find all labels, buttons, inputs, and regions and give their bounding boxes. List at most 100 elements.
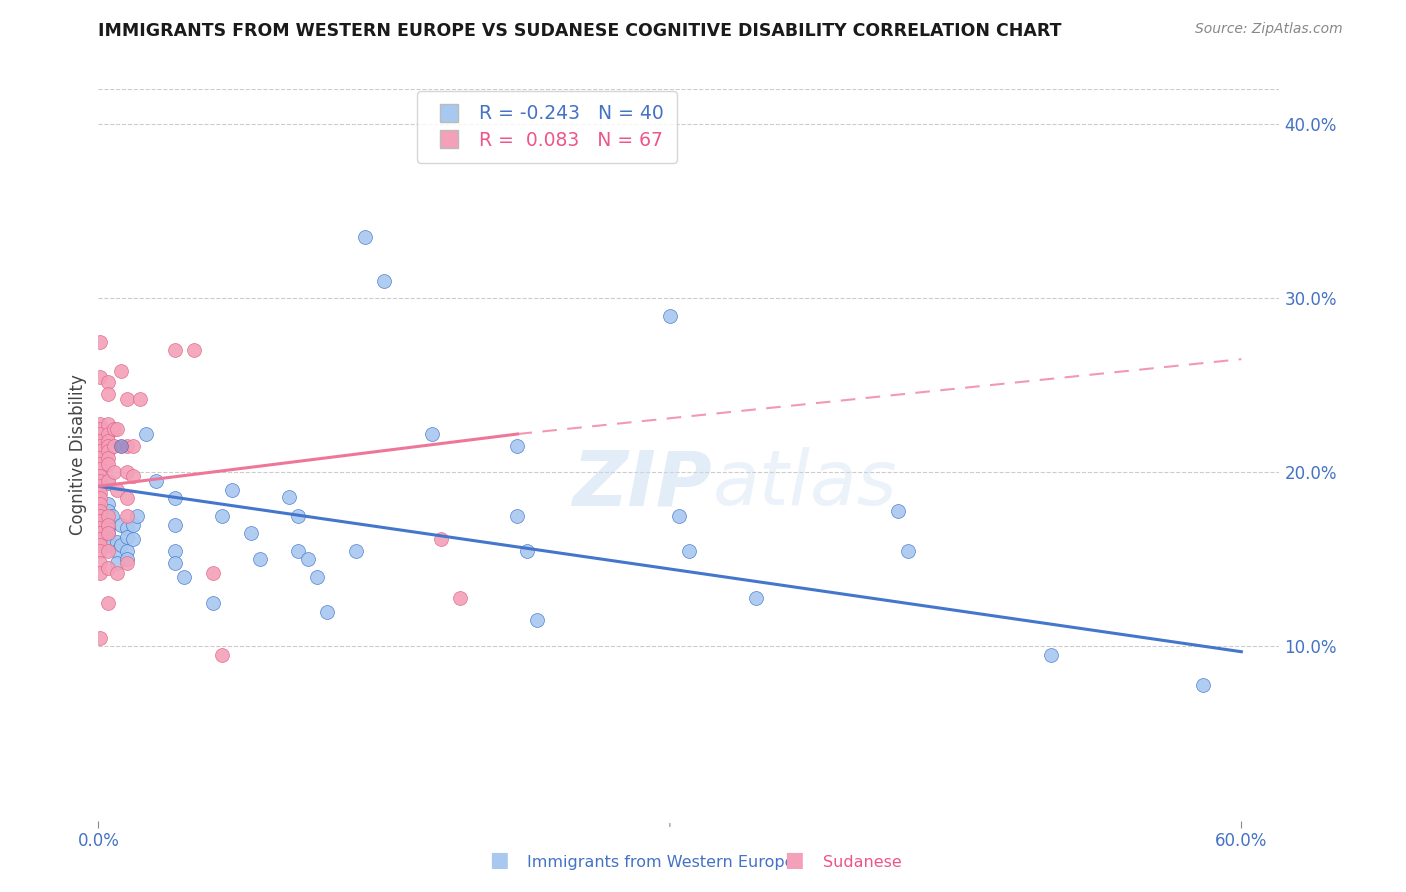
Text: ■: ■ bbox=[785, 850, 804, 870]
Point bbox=[107, 422, 129, 436]
Point bbox=[97, 596, 120, 610]
Point bbox=[97, 439, 120, 453]
Point bbox=[115, 392, 138, 407]
Point bbox=[506, 508, 529, 523]
Point bbox=[249, 552, 271, 566]
Point bbox=[97, 517, 120, 532]
Point bbox=[89, 439, 111, 453]
Point bbox=[89, 543, 111, 558]
Point bbox=[89, 539, 111, 553]
Text: Source: ZipAtlas.com: Source: ZipAtlas.com bbox=[1195, 22, 1343, 37]
Point bbox=[211, 648, 233, 663]
Point bbox=[110, 517, 132, 532]
Point bbox=[89, 521, 111, 535]
Point bbox=[97, 427, 120, 442]
Point bbox=[668, 508, 690, 523]
Point bbox=[89, 503, 111, 517]
Point bbox=[97, 375, 120, 389]
Point bbox=[89, 556, 111, 570]
Point bbox=[107, 535, 129, 549]
Point bbox=[897, 543, 920, 558]
Point bbox=[103, 466, 125, 480]
Point bbox=[201, 566, 224, 581]
Point bbox=[115, 508, 138, 523]
Point bbox=[97, 514, 120, 528]
Point bbox=[89, 417, 111, 431]
Point bbox=[97, 543, 120, 558]
Point bbox=[97, 532, 120, 546]
Point bbox=[89, 444, 111, 458]
Point bbox=[449, 591, 471, 605]
Point bbox=[135, 427, 157, 442]
Point bbox=[97, 535, 120, 549]
Point bbox=[201, 596, 224, 610]
Point bbox=[107, 566, 129, 581]
Point bbox=[163, 343, 186, 358]
Point bbox=[107, 483, 129, 497]
Point bbox=[121, 468, 143, 483]
Point bbox=[354, 230, 377, 244]
Text: ZIP: ZIP bbox=[572, 447, 713, 521]
Point bbox=[89, 427, 111, 442]
Point bbox=[430, 532, 453, 546]
Point bbox=[678, 543, 700, 558]
Point bbox=[97, 497, 120, 511]
Text: Immigrants from Western Europe: Immigrants from Western Europe bbox=[527, 855, 794, 870]
Point bbox=[115, 556, 138, 570]
Point bbox=[115, 530, 138, 544]
Point bbox=[97, 444, 120, 458]
Point bbox=[121, 439, 143, 453]
Point bbox=[307, 570, 329, 584]
Point bbox=[744, 591, 766, 605]
Point bbox=[89, 491, 111, 506]
Point bbox=[516, 543, 538, 558]
Point bbox=[316, 605, 339, 619]
Point bbox=[97, 417, 120, 431]
Point bbox=[163, 491, 186, 506]
Point bbox=[100, 508, 122, 523]
Point bbox=[89, 566, 111, 581]
Point bbox=[115, 466, 138, 480]
Point bbox=[163, 517, 186, 532]
Point bbox=[97, 457, 120, 471]
Point bbox=[89, 532, 111, 546]
Point bbox=[97, 561, 120, 575]
Point bbox=[115, 491, 138, 506]
Point bbox=[1039, 648, 1062, 663]
Point bbox=[89, 514, 111, 528]
Point bbox=[103, 439, 125, 453]
Point bbox=[89, 334, 111, 349]
Point bbox=[89, 434, 111, 448]
Point bbox=[89, 468, 111, 483]
Point bbox=[89, 508, 111, 523]
Point bbox=[239, 526, 262, 541]
Point bbox=[97, 521, 120, 535]
Point bbox=[658, 309, 681, 323]
Point bbox=[121, 532, 143, 546]
Point bbox=[103, 422, 125, 436]
Point bbox=[115, 552, 138, 566]
Point bbox=[373, 274, 395, 288]
Point bbox=[125, 508, 148, 523]
Point bbox=[297, 552, 319, 566]
Point bbox=[97, 475, 120, 490]
Point bbox=[89, 462, 111, 476]
Point bbox=[526, 613, 548, 627]
Point bbox=[287, 543, 309, 558]
Point bbox=[89, 479, 111, 493]
Point bbox=[115, 543, 138, 558]
Point bbox=[121, 517, 143, 532]
Point bbox=[107, 556, 129, 570]
Point bbox=[89, 422, 111, 436]
Point bbox=[89, 474, 111, 488]
Point bbox=[89, 497, 111, 511]
Text: Sudanese: Sudanese bbox=[823, 855, 901, 870]
Point bbox=[97, 474, 120, 488]
Point bbox=[211, 508, 233, 523]
Text: ■: ■ bbox=[489, 850, 509, 870]
Point bbox=[163, 543, 186, 558]
Point bbox=[110, 364, 132, 378]
Point bbox=[89, 526, 111, 541]
Point bbox=[344, 543, 367, 558]
Point bbox=[115, 439, 138, 453]
